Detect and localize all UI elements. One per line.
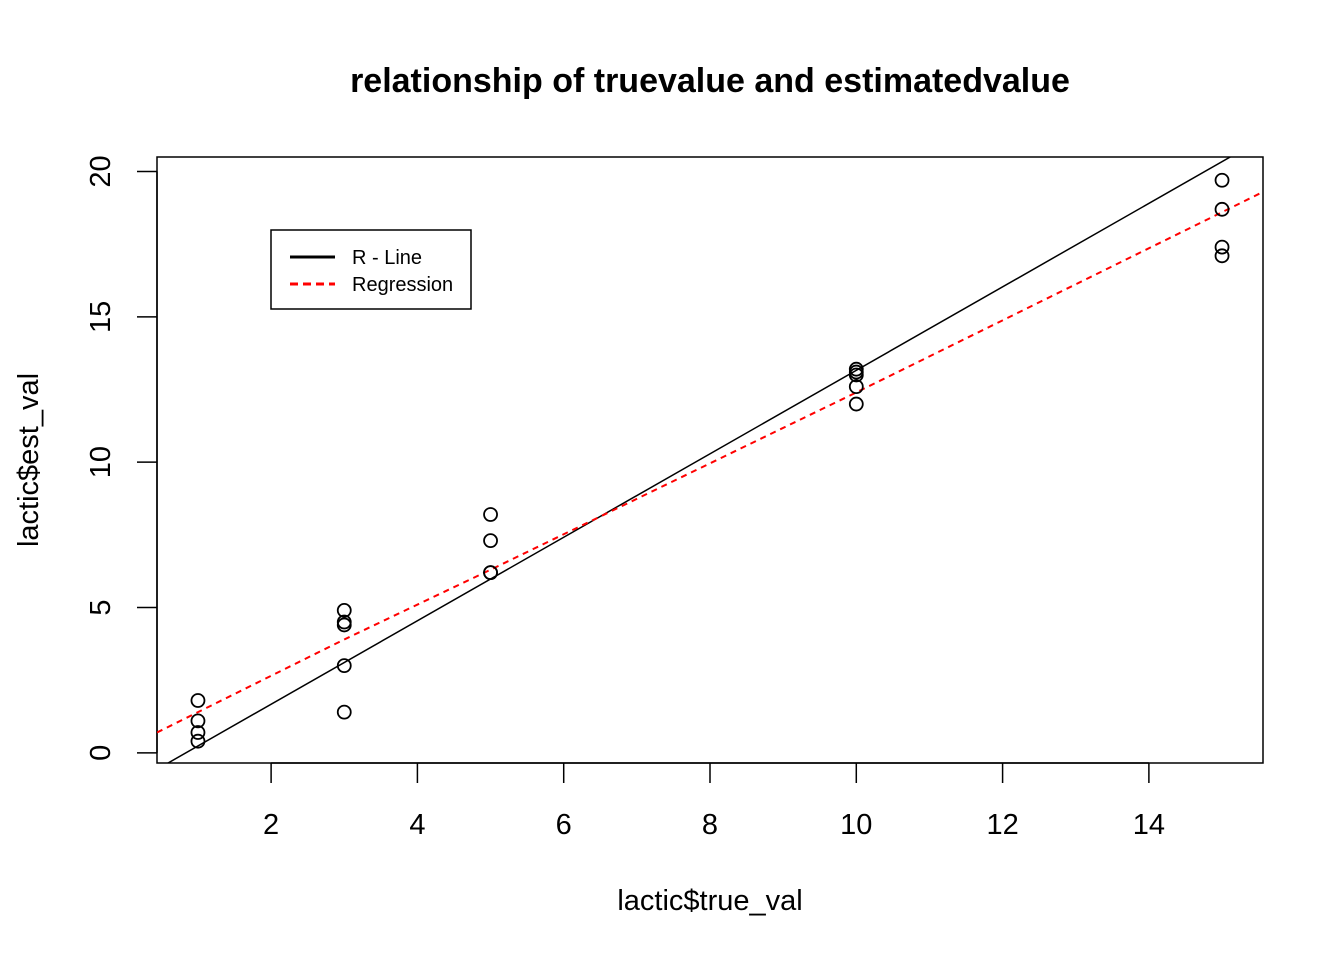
data-point <box>336 704 352 720</box>
x-axis-label: lactic$true_val <box>617 885 802 917</box>
data-point <box>1214 248 1230 264</box>
x-tick-label: 6 <box>556 809 572 841</box>
x-axis: 2 4 6 8 10 12 14 <box>263 762 1165 841</box>
regression-line <box>157 190 1263 734</box>
y-axis-label: lactic$est_val <box>13 373 45 547</box>
data-point <box>336 603 352 618</box>
legend-box <box>270 229 472 310</box>
legend-label-regression: Regression <box>352 274 453 296</box>
data-point <box>483 507 498 522</box>
x-tick-label: 12 <box>986 809 1018 841</box>
y-tick-label: 10 <box>85 446 117 478</box>
lines-layer <box>157 157 1263 763</box>
y-tick-label: 15 <box>85 301 117 333</box>
x-tick-label: 10 <box>840 809 872 841</box>
data-point <box>1214 201 1230 217</box>
x-tick-label: 2 <box>263 809 279 841</box>
y-axis: 0 5 10 15 20 <box>85 155 158 761</box>
data-point <box>190 693 206 708</box>
line-group <box>157 157 1263 763</box>
data-point <box>336 617 352 633</box>
data-point <box>190 713 206 729</box>
y-tick-label: 20 <box>85 155 117 187</box>
data-point <box>190 725 206 740</box>
data-point <box>336 658 352 674</box>
legend: R - Line Regression <box>270 229 472 310</box>
data-point <box>1214 239 1230 255</box>
data-point <box>848 367 864 383</box>
data-point <box>1214 172 1230 188</box>
x-tick-label: 4 <box>409 809 425 841</box>
data-point <box>848 379 864 395</box>
r-line <box>166 157 1232 763</box>
chart-title: relationship of truevalue and estimatedv… <box>350 62 1070 100</box>
data-point <box>483 533 498 549</box>
points-layer <box>190 172 1230 749</box>
data-point <box>483 565 498 581</box>
data-point <box>190 733 206 749</box>
data-point <box>848 396 864 412</box>
x-tick-label: 14 <box>1133 809 1165 841</box>
legend-label-r-line: R - Line <box>352 247 422 269</box>
y-tick-label: 0 <box>85 745 117 761</box>
y-tick-label: 5 <box>85 599 117 615</box>
x-tick-label: 8 <box>702 809 718 841</box>
